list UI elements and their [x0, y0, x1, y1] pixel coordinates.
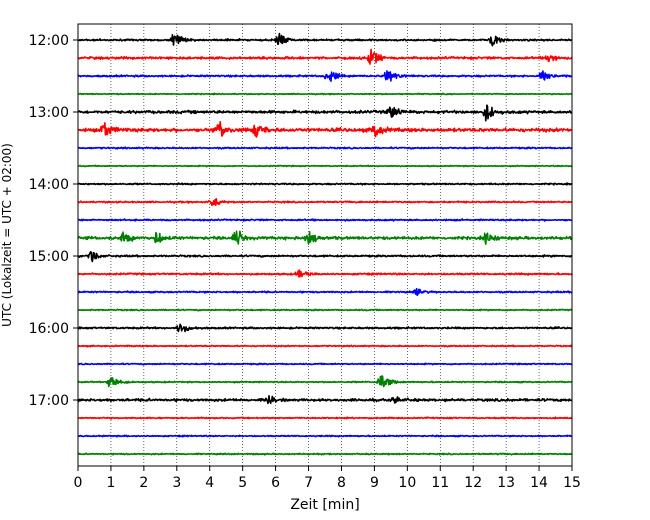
- x-tick-label: 3: [172, 475, 181, 491]
- y-tick-label: 17:00: [29, 393, 69, 409]
- trace-1500: [77, 251, 573, 263]
- trace-1645: [77, 375, 573, 388]
- trace-1600: [77, 323, 573, 333]
- y-tick-label: 15:00: [29, 249, 69, 265]
- x-tick-label: 6: [271, 475, 280, 491]
- trace-1700: [77, 395, 573, 405]
- x-tick-label: 4: [205, 475, 214, 491]
- trace-1215: [77, 48, 573, 65]
- x-tick-label: 1: [106, 475, 115, 491]
- x-axis-label: Zeit [min]: [290, 497, 359, 513]
- x-tick-label: 5: [238, 475, 247, 491]
- trace-1415: [77, 198, 573, 207]
- trace-1345: [77, 164, 573, 168]
- trace-1315: [77, 121, 573, 138]
- x-tick-label: 12: [464, 475, 482, 491]
- trace-1730: [77, 434, 573, 438]
- trace-1230: [77, 70, 573, 82]
- x-tick-label: 15: [563, 475, 581, 491]
- trace-1615: [77, 344, 573, 348]
- trace-1515: [77, 269, 573, 278]
- y-tick-label: 14:00: [29, 177, 69, 193]
- trace-1715: [77, 416, 573, 420]
- x-tick-label: 8: [337, 475, 346, 491]
- y-tick-label: 12:00: [29, 33, 69, 49]
- y-axis-ticks: 12:00 13:00 14:00 15:00 16:00 17:00: [29, 33, 78, 409]
- x-tick-label: 7: [304, 475, 313, 491]
- trace-1200: [77, 32, 573, 47]
- trace-1430: [77, 218, 573, 222]
- plot-frame: [77, 23, 573, 467]
- x-tick-label: 11: [431, 475, 449, 491]
- trace-1400: [77, 182, 573, 186]
- y-tick-label: 16:00: [29, 321, 69, 337]
- x-tick-label: 0: [74, 475, 83, 491]
- trace-1530: [77, 287, 573, 297]
- x-tick-label: 2: [139, 475, 148, 491]
- seismic-traces: [77, 32, 573, 456]
- trace-1445: [77, 230, 573, 245]
- x-axis-ticks: 0 1 2 3 4 5 6 7 8 9 10 11 12 13 14 15: [74, 466, 581, 491]
- trace-1745: [77, 452, 573, 456]
- x-tick-label: 10: [398, 475, 416, 491]
- x-tick-label: 9: [370, 475, 379, 491]
- y-tick-label: 13:00: [29, 105, 69, 121]
- trace-1300: [77, 104, 573, 122]
- x-tick-label: 14: [530, 475, 548, 491]
- trace-1330: [77, 146, 573, 150]
- x-tick-label: 13: [497, 475, 515, 491]
- trace-1630: [77, 362, 573, 366]
- y-axis-label: UTC (Lokalzeit = UTC + 02:00): [0, 143, 14, 327]
- trace-1245: [77, 92, 573, 96]
- trace-1545: [77, 308, 573, 312]
